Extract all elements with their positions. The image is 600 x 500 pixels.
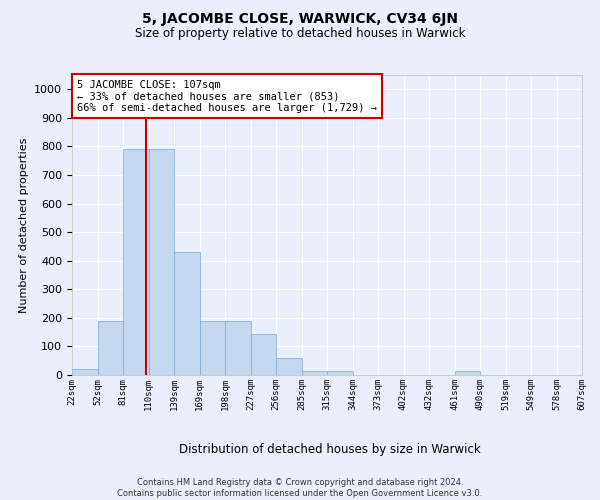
Bar <box>302 370 327 375</box>
Bar <box>123 150 149 375</box>
Bar <box>72 370 97 375</box>
Bar <box>149 150 174 375</box>
Bar <box>199 320 225 375</box>
Bar <box>327 370 353 375</box>
Text: Contains HM Land Registry data © Crown copyright and database right 2024.
Contai: Contains HM Land Registry data © Crown c… <box>118 478 482 498</box>
Bar <box>251 334 276 375</box>
Bar <box>97 320 123 375</box>
Bar <box>276 358 302 375</box>
Y-axis label: Number of detached properties: Number of detached properties <box>19 138 29 312</box>
Bar <box>174 252 199 375</box>
Text: Size of property relative to detached houses in Warwick: Size of property relative to detached ho… <box>135 28 465 40</box>
Text: Distribution of detached houses by size in Warwick: Distribution of detached houses by size … <box>179 442 481 456</box>
Bar <box>225 320 251 375</box>
Bar <box>455 370 480 375</box>
Text: 5 JACOMBE CLOSE: 107sqm
← 33% of detached houses are smaller (853)
66% of semi-d: 5 JACOMBE CLOSE: 107sqm ← 33% of detache… <box>77 80 377 112</box>
Text: 5, JACOMBE CLOSE, WARWICK, CV34 6JN: 5, JACOMBE CLOSE, WARWICK, CV34 6JN <box>142 12 458 26</box>
